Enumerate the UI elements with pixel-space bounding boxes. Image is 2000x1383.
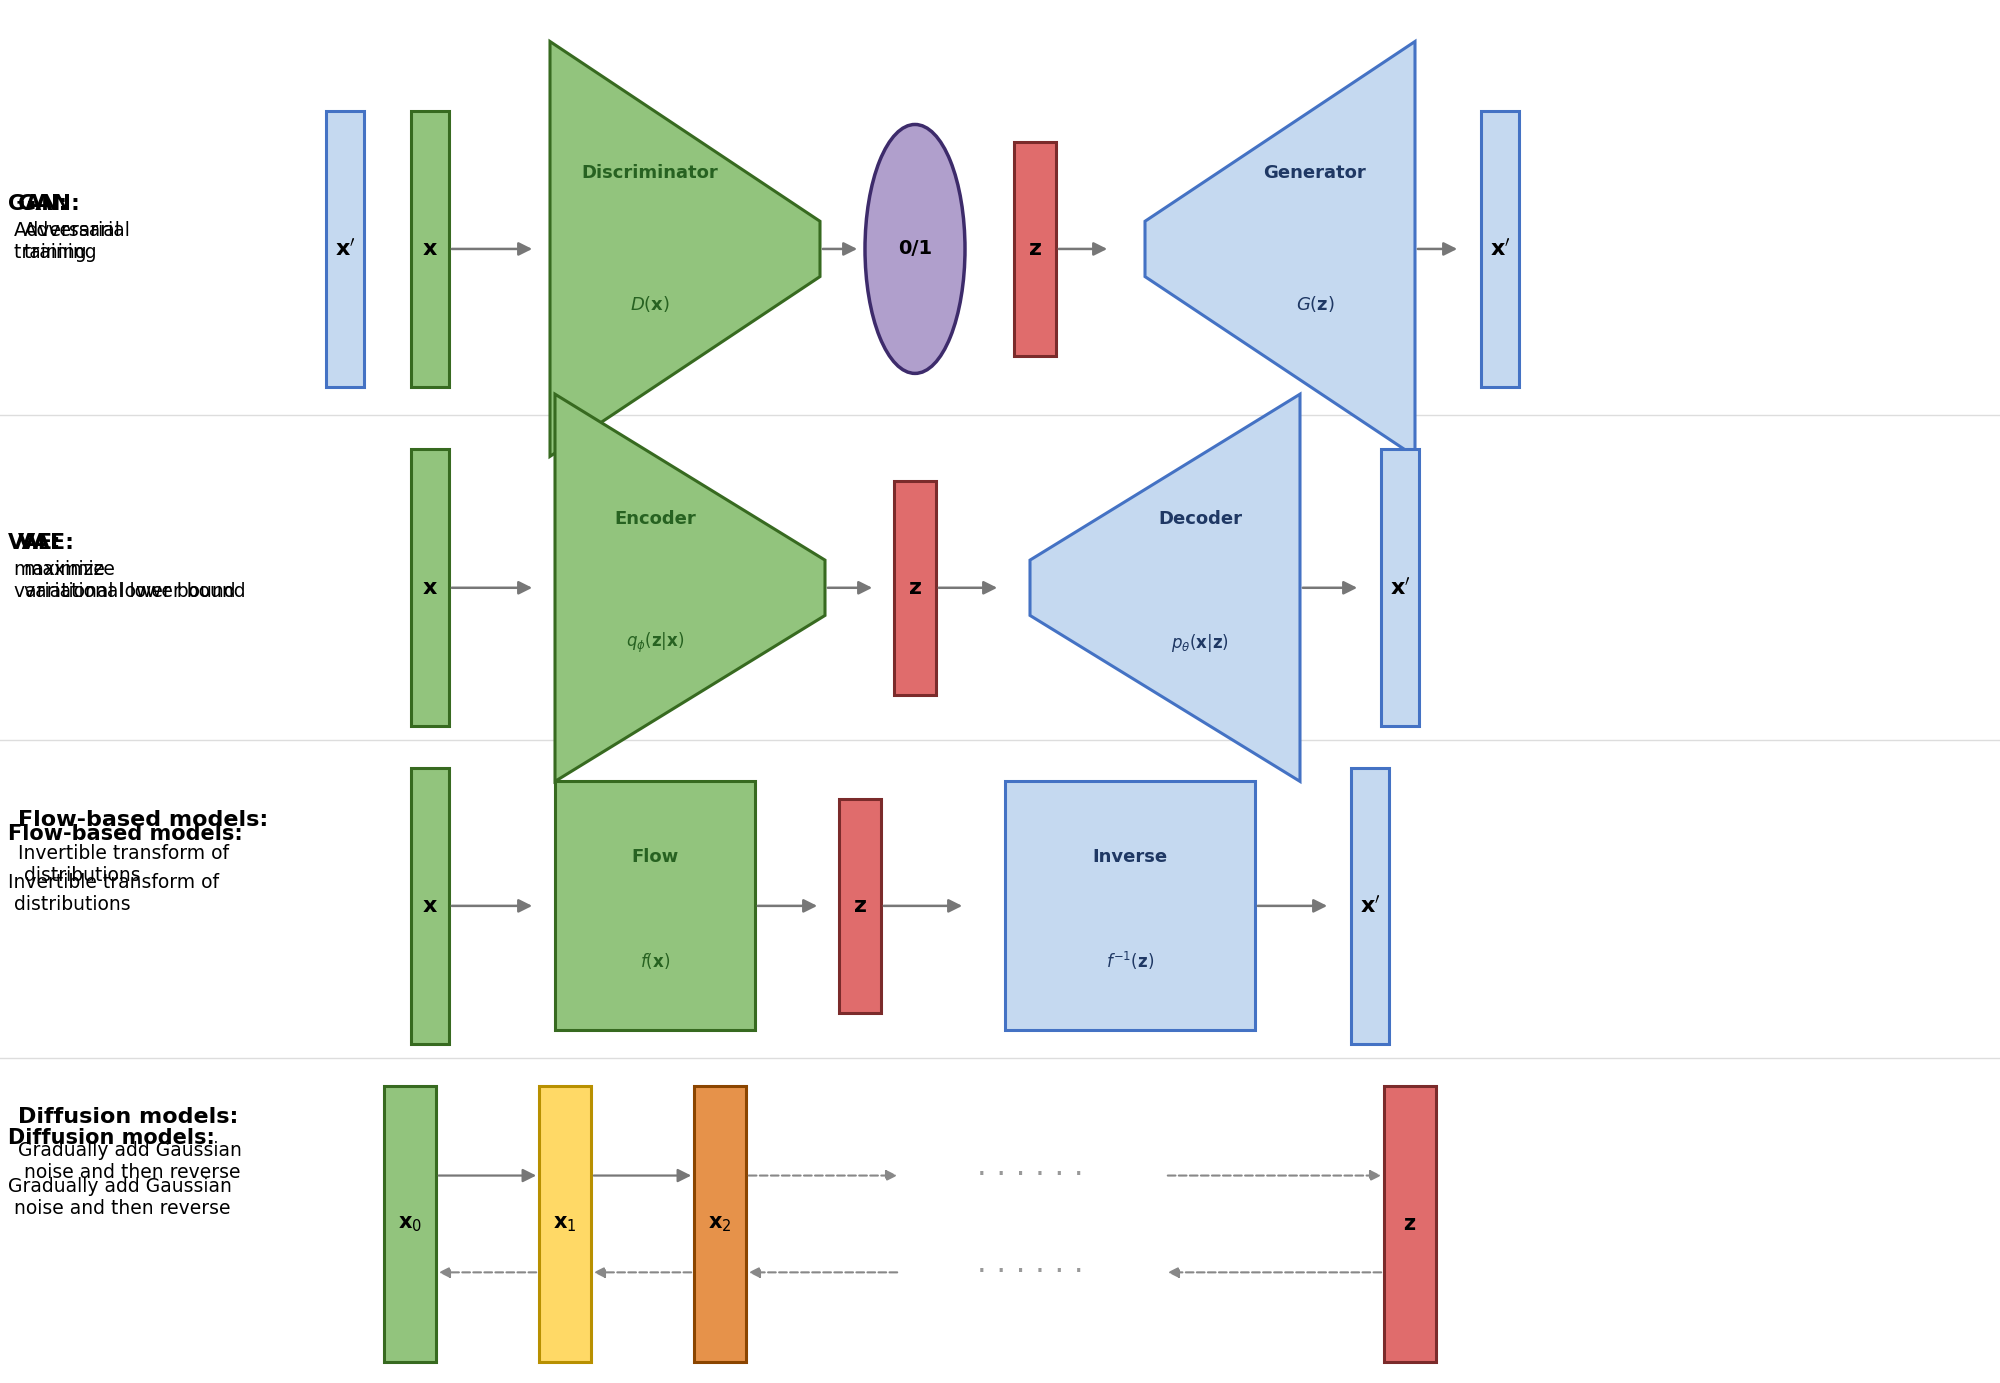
Bar (1006, 781, 1256, 1030)
Text: $\mathbf{x}_0$: $\mathbf{x}_0$ (398, 1214, 422, 1234)
Text: $\mathbf{x}$: $\mathbf{x}$ (422, 239, 438, 259)
Text: $\mathbf{x'}$: $\mathbf{x'}$ (1360, 895, 1380, 917)
Text: $\mathbf{x'}$: $\mathbf{x'}$ (334, 238, 356, 260)
Text: Flow: Flow (632, 848, 678, 867)
Bar (412, 111, 448, 387)
Text: $\mathbf{x}_1$: $\mathbf{x}_1$ (554, 1214, 576, 1234)
Text: Decoder: Decoder (1158, 509, 1242, 528)
Bar (326, 111, 364, 387)
Text: GAN:: GAN: (8, 195, 68, 214)
Text: Flow-based models:: Flow-based models: (18, 810, 268, 830)
Text: $\mathbf{z}$: $\mathbf{z}$ (854, 896, 866, 916)
Bar (412, 768, 448, 1044)
Text: Flow-based models:: Flow-based models: (8, 824, 242, 844)
Text: Adversarial
 training: Adversarial training (18, 221, 130, 263)
Polygon shape (556, 394, 826, 781)
Bar (1384, 1086, 1436, 1362)
Text: Discriminator: Discriminator (582, 163, 718, 183)
Text: $G(\mathbf{z})$: $G(\mathbf{z})$ (1296, 295, 1334, 314)
Text: $D(\mathbf{x})$: $D(\mathbf{x})$ (630, 295, 670, 314)
Text: Adversarial
 training: Adversarial training (8, 221, 120, 263)
Text: Diffusion models:: Diffusion models: (8, 1129, 214, 1148)
Text: Invertible transform of
 distributions: Invertible transform of distributions (8, 851, 220, 914)
Polygon shape (1144, 41, 1416, 456)
Text: $\mathbf{x'}$: $\mathbf{x'}$ (1490, 238, 1510, 260)
Bar (1380, 449, 1420, 726)
Text: $f(\mathbf{x})$: $f(\mathbf{x})$ (640, 952, 670, 971)
Bar (384, 1086, 436, 1362)
Text: $\mathbf{z}$: $\mathbf{z}$ (1404, 1214, 1416, 1234)
Text: $p_\theta(\mathbf{x}|\mathbf{z})$: $p_\theta(\mathbf{x}|\mathbf{z})$ (1172, 632, 1228, 654)
Bar (1014, 142, 1056, 357)
Text: $\mathbf{z}$: $\mathbf{z}$ (1028, 239, 1042, 259)
Polygon shape (1030, 394, 1300, 781)
Text: $\mathbf{z}$: $\mathbf{z}$ (908, 578, 922, 597)
Bar (412, 449, 448, 726)
Text: Encoder: Encoder (614, 509, 696, 528)
Bar (894, 481, 936, 696)
Text: · · · · · ·: · · · · · · (976, 1162, 1084, 1189)
Bar (838, 799, 880, 1012)
Bar (556, 781, 756, 1030)
Text: Gradually add Gaussian
 noise and then reverse: Gradually add Gaussian noise and then re… (18, 1141, 242, 1182)
Text: VAE:: VAE: (8, 534, 62, 553)
Bar (1352, 768, 1388, 1044)
Text: Inverse: Inverse (1092, 848, 1168, 867)
Text: VAE:: VAE: (18, 534, 76, 553)
Text: $f^{-1}(\mathbf{z})$: $f^{-1}(\mathbf{z})$ (1106, 950, 1154, 972)
Text: Generator: Generator (1264, 163, 1366, 183)
Bar (540, 1086, 592, 1362)
Bar (1480, 111, 1520, 387)
Text: $q_\phi(\mathbf{z}|\mathbf{x})$: $q_\phi(\mathbf{z}|\mathbf{x})$ (626, 631, 684, 656)
Text: GAN:: GAN: (18, 195, 80, 214)
Text: $\mathbf{x'}$: $\mathbf{x'}$ (1390, 577, 1410, 599)
Text: maximize
 variational lower bound: maximize variational lower bound (18, 560, 246, 602)
Polygon shape (550, 41, 820, 456)
Text: $\mathbf{x}_2$: $\mathbf{x}_2$ (708, 1214, 732, 1234)
Text: maximize
 variational lower bound: maximize variational lower bound (8, 560, 236, 602)
Text: Gradually add Gaussian
 noise and then reverse: Gradually add Gaussian noise and then re… (8, 1155, 232, 1218)
Text: · · · · · ·: · · · · · · (976, 1259, 1084, 1286)
Text: Invertible transform of
 distributions: Invertible transform of distributions (18, 844, 228, 885)
Text: $\mathbf{x}$: $\mathbf{x}$ (422, 578, 438, 597)
Bar (694, 1086, 746, 1362)
Ellipse shape (864, 124, 964, 373)
Text: 0/1: 0/1 (898, 239, 932, 259)
Text: Diffusion models:: Diffusion models: (18, 1108, 238, 1127)
Text: $\mathbf{x}$: $\mathbf{x}$ (422, 896, 438, 916)
